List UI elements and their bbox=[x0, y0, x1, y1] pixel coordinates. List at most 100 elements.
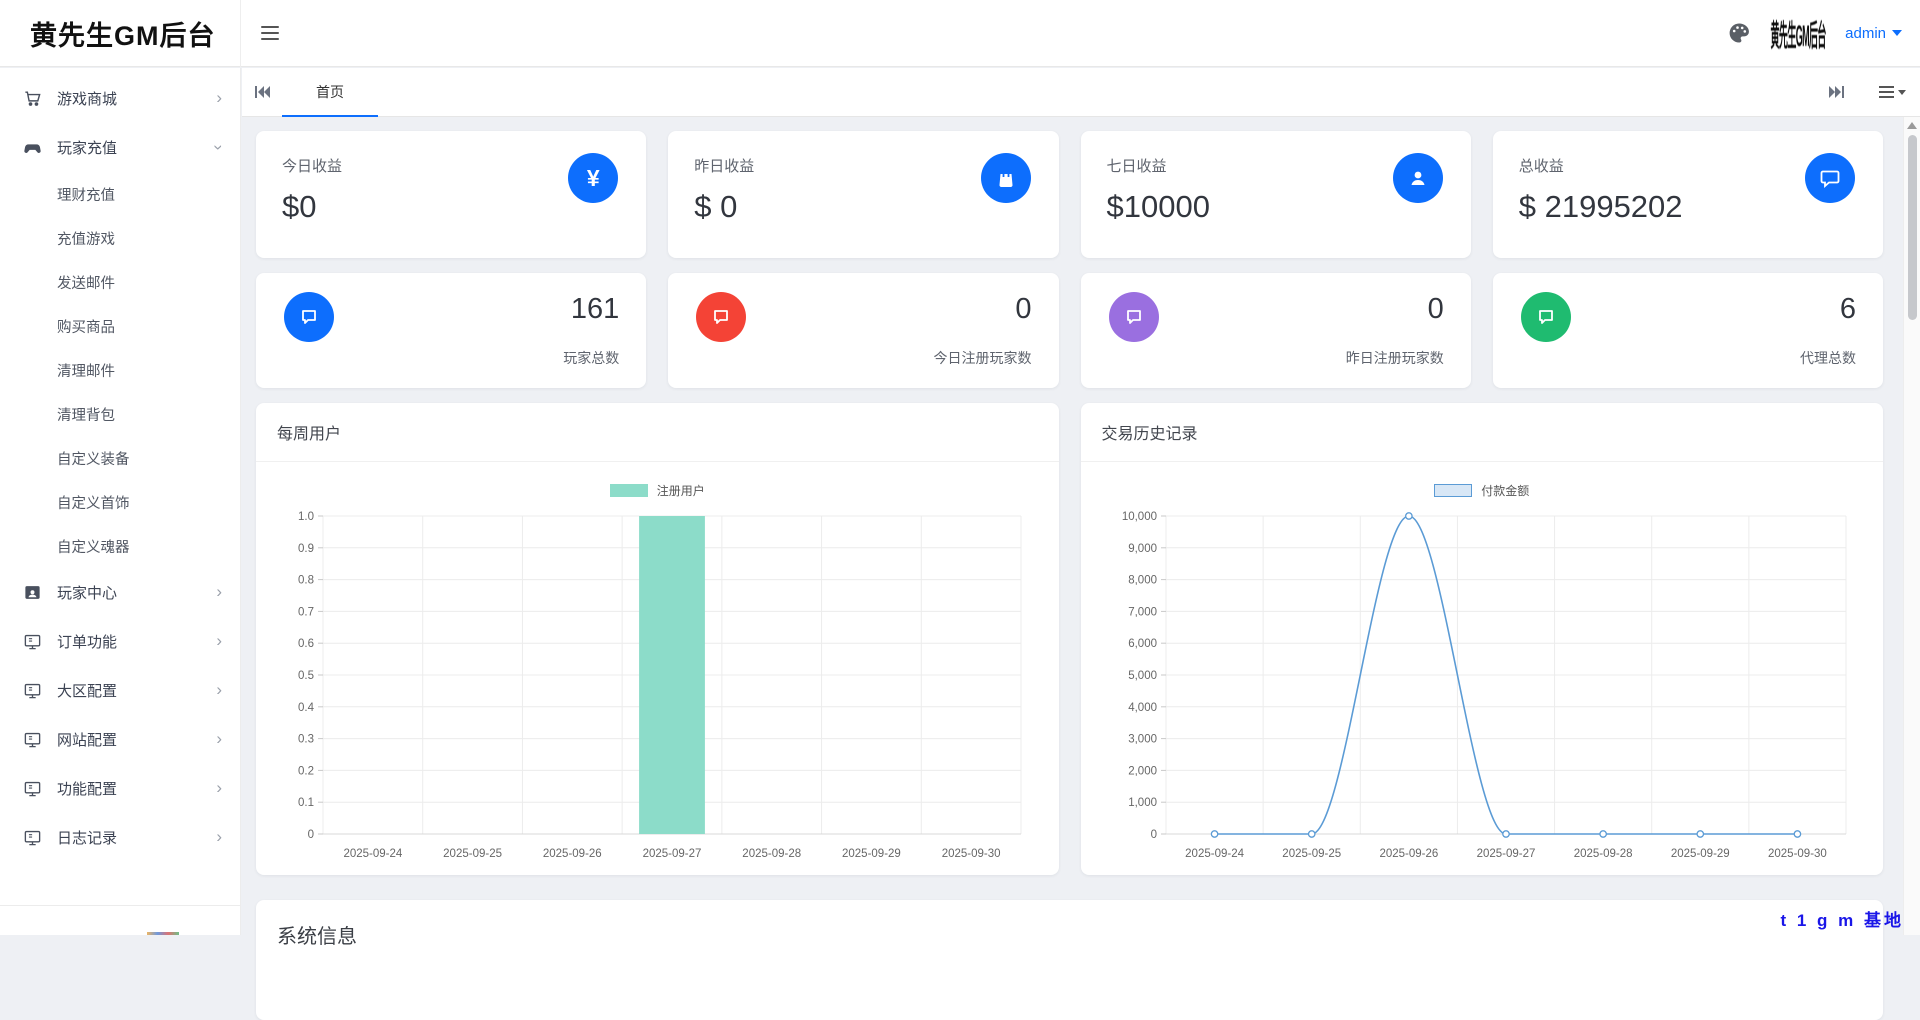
stat-card: 总收益$ 21995202 bbox=[1493, 131, 1883, 258]
svg-text:8,000: 8,000 bbox=[1128, 575, 1157, 587]
chart-legend[interactable]: 付款金额 bbox=[1081, 462, 1884, 508]
scroll-up-arrow-icon[interactable] bbox=[1907, 122, 1917, 129]
top-header: 黄先生GM后台 黄先生GM后台 admin bbox=[0, 0, 1920, 67]
tab-home[interactable]: 首页 bbox=[282, 68, 378, 117]
tabs-scroll-right-icon[interactable] bbox=[1817, 85, 1857, 99]
transaction-history-chart-card: 交易历史记录 付款金额 10,000 9,000 8,000 7,000 6,000 5,… bbox=[1081, 403, 1884, 875]
svg-text:2025-09-24: 2025-09-24 bbox=[343, 848, 402, 860]
stat-value: $10000 bbox=[1107, 189, 1445, 225]
user-avatar[interactable]: 黄先生GM后台 bbox=[1769, 12, 1827, 54]
yen-icon: ¥ bbox=[568, 153, 618, 203]
sidebar-item[interactable]: 订单功能› bbox=[0, 617, 240, 666]
svg-text:2025-09-30: 2025-09-30 bbox=[942, 848, 1001, 860]
sidebar-subitem[interactable]: 自定义首饰 bbox=[0, 480, 240, 524]
user-icon bbox=[1393, 153, 1443, 203]
chevron-right-icon: › bbox=[211, 145, 228, 151]
legend-swatch bbox=[1434, 484, 1472, 497]
svg-text:0.1: 0.1 bbox=[298, 797, 314, 809]
sidebar-subitem[interactable]: 自定义魂器 bbox=[0, 524, 240, 568]
svg-text:4,000: 4,000 bbox=[1128, 702, 1157, 714]
legend-swatch bbox=[610, 484, 648, 497]
admin-dropdown[interactable]: admin bbox=[1845, 25, 1902, 42]
tabs-scroll-left-icon[interactable] bbox=[242, 85, 282, 99]
message-icon bbox=[696, 292, 746, 342]
svg-text:0.8: 0.8 bbox=[298, 575, 314, 587]
scrollbar-thumb[interactable] bbox=[1908, 135, 1917, 320]
svg-text:2025-09-27: 2025-09-27 bbox=[1476, 848, 1535, 860]
svg-text:2025-09-28: 2025-09-28 bbox=[1573, 848, 1632, 860]
line-chart: 10,000 9,000 8,000 7,000 6,000 5,000 4,000 3,00… bbox=[1081, 508, 1884, 875]
svg-text:0.9: 0.9 bbox=[298, 543, 314, 555]
display-icon bbox=[23, 681, 43, 701]
sidebar-item[interactable]: 日志记录› bbox=[0, 813, 240, 862]
display-icon bbox=[23, 828, 43, 848]
svg-text:7,000: 7,000 bbox=[1128, 606, 1157, 618]
sidebar-item[interactable]: 网站配置› bbox=[0, 715, 240, 764]
vertical-scrollbar[interactable] bbox=[1903, 117, 1920, 935]
stat-label: 今日注册玩家数 bbox=[934, 348, 1032, 368]
svg-text:10,000: 10,000 bbox=[1121, 511, 1156, 523]
sidebar-subitem[interactable]: 清理背包 bbox=[0, 392, 240, 436]
message-icon bbox=[1109, 292, 1159, 342]
chart-title: 交易历史记录 bbox=[1081, 403, 1884, 462]
bag-icon bbox=[981, 153, 1031, 203]
svg-text:0.7: 0.7 bbox=[298, 606, 314, 618]
svg-text:2025-09-26: 2025-09-26 bbox=[543, 848, 602, 860]
stat-value: $ 21995202 bbox=[1519, 189, 1857, 225]
svg-text:2025-09-30: 2025-09-30 bbox=[1768, 848, 1827, 860]
app-title: 黄先生GM后台 bbox=[30, 14, 216, 53]
app-logo: 黄先生GM后台 bbox=[0, 0, 241, 67]
sidebar-item[interactable]: 大区配置› bbox=[0, 666, 240, 715]
stat-card: 0 今日注册玩家数 bbox=[668, 273, 1058, 388]
palette-icon[interactable] bbox=[1727, 21, 1751, 45]
stat-value: 0 bbox=[1428, 293, 1444, 326]
stat-card: 今日收益$0¥ bbox=[256, 131, 646, 258]
display-icon bbox=[23, 730, 43, 750]
sidebar-item[interactable]: 玩家充值› bbox=[0, 123, 240, 172]
svg-text:6,000: 6,000 bbox=[1128, 638, 1157, 650]
svg-text:2025-09-29: 2025-09-29 bbox=[1670, 848, 1729, 860]
stat-value: 161 bbox=[571, 293, 619, 326]
svg-text:3,000: 3,000 bbox=[1128, 734, 1157, 746]
display-icon bbox=[23, 632, 43, 652]
sidebar-subitem[interactable]: 清理邮件 bbox=[0, 348, 240, 392]
hamburger-icon[interactable] bbox=[261, 20, 287, 46]
sidebar-item[interactable]: 玩家中心› bbox=[0, 568, 240, 617]
sidebar-subitem[interactable]: 理财充值 bbox=[0, 172, 240, 216]
svg-text:1,000: 1,000 bbox=[1128, 797, 1157, 809]
sidebar-subitem[interactable]: 发送邮件 bbox=[0, 260, 240, 304]
stat-value: 6 bbox=[1840, 293, 1856, 326]
sidebar-subitem[interactable]: 充值游戏 bbox=[0, 216, 240, 260]
tabs-menu-dropdown[interactable] bbox=[1879, 86, 1906, 98]
chevron-right-icon: › bbox=[216, 779, 222, 796]
svg-text:0: 0 bbox=[1150, 829, 1156, 841]
sidebar-subitem[interactable]: 自定义装备 bbox=[0, 436, 240, 480]
svg-text:0.4: 0.4 bbox=[298, 702, 315, 714]
gamepad-icon bbox=[23, 138, 43, 158]
svg-text:0.2: 0.2 bbox=[298, 765, 314, 777]
stat-value: 0 bbox=[1015, 293, 1031, 326]
stat-value: $ 0 bbox=[694, 189, 1032, 225]
svg-text:5,000: 5,000 bbox=[1128, 670, 1157, 682]
chevron-right-icon: › bbox=[216, 632, 222, 649]
tab-bar: 首页 bbox=[242, 68, 1920, 117]
sidebar-item[interactable]: 游戏商城› bbox=[0, 74, 240, 123]
chevron-right-icon: › bbox=[216, 730, 222, 747]
svg-text:0.3: 0.3 bbox=[298, 734, 314, 746]
svg-text:0: 0 bbox=[308, 829, 314, 841]
sidebar-item[interactable]: 功能配置› bbox=[0, 764, 240, 813]
svg-text:9,000: 9,000 bbox=[1128, 543, 1157, 555]
list-icon bbox=[1879, 86, 1894, 98]
sidebar-subitem[interactable]: 购买商品 bbox=[0, 304, 240, 348]
svg-text:0.5: 0.5 bbox=[298, 670, 314, 682]
svg-text:2025-09-25: 2025-09-25 bbox=[443, 848, 502, 860]
chart-legend[interactable]: 注册用户 bbox=[256, 462, 1059, 508]
svg-text:1.0: 1.0 bbox=[298, 511, 314, 523]
svg-text:2025-09-25: 2025-09-25 bbox=[1282, 848, 1341, 860]
